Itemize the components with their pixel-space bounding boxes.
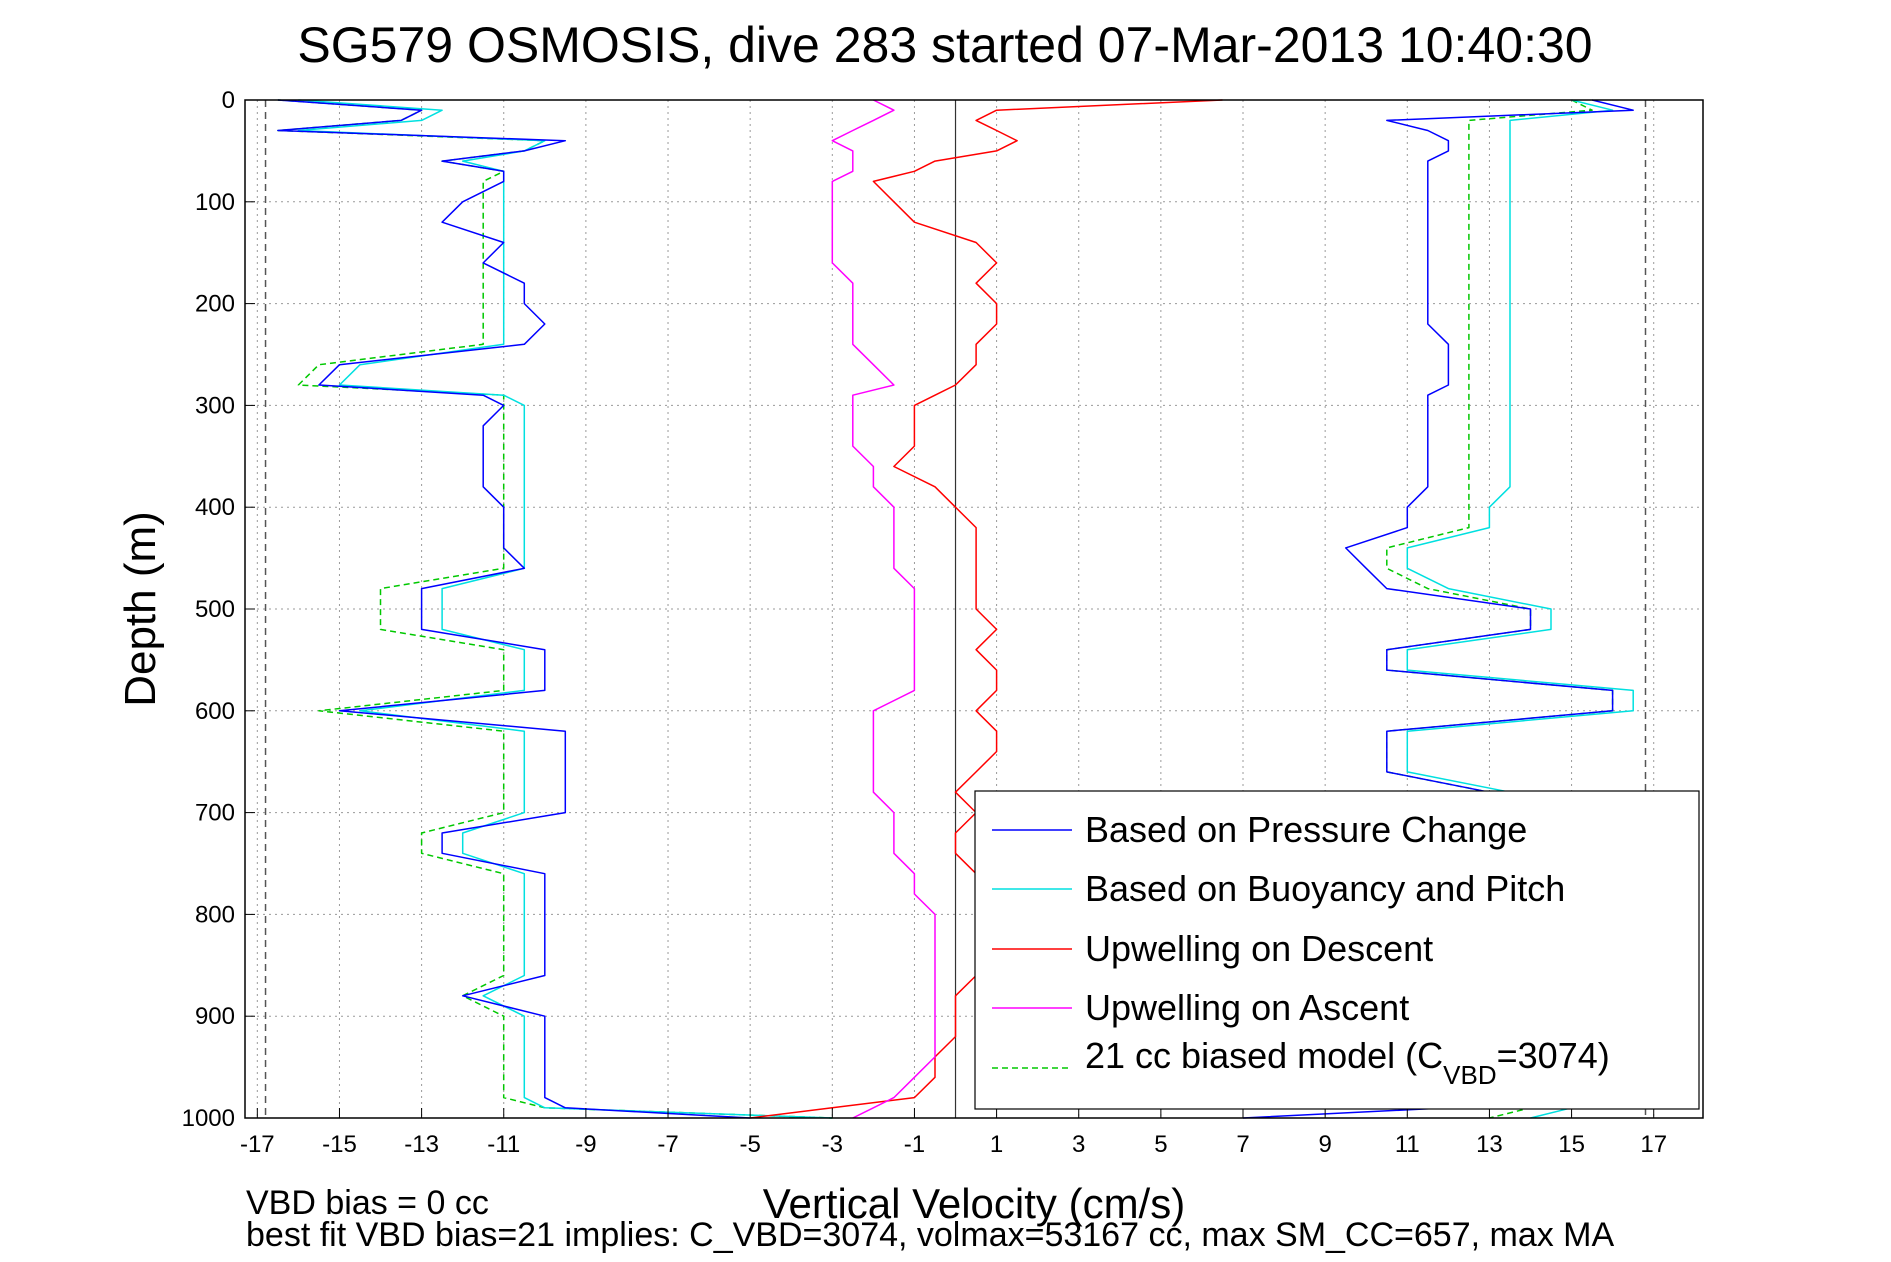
x-tick-label: -15 — [322, 1131, 357, 1158]
x-tick-label: 15 — [1558, 1131, 1585, 1158]
axis-ticks: -17 -15 -13 -11 -9 -7 -5 -3 -1 1 3 5 7 9 11 13 15 1701002… — [182, 87, 1667, 1158]
annotation-vbd-bias: VBD bias = 0 cc — [246, 1184, 489, 1222]
legend-model-tail: =3074) — [1497, 1035, 1610, 1076]
x-tick-label: -17 — [240, 1131, 275, 1158]
legend: Based on Pressure Change Based on Buoyan… — [974, 790, 1700, 1110]
y-tick-label: 300 — [195, 392, 235, 419]
annotation-best-fit: best fit VBD bias=21 implies: C_VBD=3074… — [246, 1216, 1615, 1254]
series-based-on-pressure-change-descent — [277, 99, 751, 1119]
y-tick-label: 100 — [195, 189, 235, 216]
x-tick-label: 5 — [1154, 1131, 1167, 1158]
legend-label-descent: Upwelling on Descent — [1085, 928, 1433, 969]
legend-label-ascent: Upwelling on Ascent — [1085, 987, 1409, 1028]
series-upwelling-on-ascent — [831, 99, 936, 1119]
y-axis-label: Depth (m) — [116, 511, 165, 707]
x-tick-label: -5 — [739, 1131, 760, 1158]
x-tick-label: -7 — [657, 1131, 678, 1158]
x-tick-label: 17 — [1640, 1131, 1667, 1158]
x-tick-label: -1 — [904, 1131, 925, 1158]
legend-model-sub: VBD — [1443, 1060, 1496, 1090]
y-tick-label: 900 — [195, 1003, 235, 1030]
chart-title: SG579 OSMOSIS, dive 283 started 07-Mar-2… — [297, 17, 1592, 73]
x-tick-label: 9 — [1318, 1131, 1331, 1158]
legend-label-model: 21 cc biased model (CVBD=3074) — [1085, 1035, 1610, 1090]
y-tick-label: 400 — [195, 494, 235, 521]
y-tick-label: 800 — [195, 901, 235, 928]
x-tick-label: 13 — [1476, 1131, 1503, 1158]
y-tick-label: 600 — [195, 698, 235, 725]
y-tick-label: 0 — [222, 87, 235, 114]
x-tick-label: 7 — [1236, 1131, 1249, 1158]
y-tick-label: 500 — [195, 596, 235, 623]
y-tick-label: 1000 — [182, 1105, 235, 1132]
x-tick-label: -3 — [822, 1131, 843, 1158]
x-tick-label: -13 — [404, 1131, 439, 1158]
x-tick-label: 11 — [1395, 1131, 1420, 1158]
y-tick-label: 200 — [195, 291, 235, 318]
legend-label-buoyancy: Based on Buoyancy and Pitch — [1085, 868, 1565, 909]
y-tick-label: 700 — [195, 800, 235, 827]
x-tick-label: -9 — [575, 1131, 596, 1158]
reference-lines — [264, 100, 1647, 1118]
x-tick-label: 3 — [1072, 1131, 1085, 1158]
legend-box — [974, 790, 1700, 1110]
plot-area: -17 -15 -13 -11 -9 -7 -5 -3 -1 1 3 5 7 9 11 13 15 1701002… — [182, 87, 1704, 1158]
legend-label-pressure: Based on Pressure Change — [1085, 809, 1527, 850]
x-tick-label: 1 — [990, 1131, 1003, 1158]
legend-model-main: 21 cc biased model (C — [1085, 1035, 1443, 1076]
series-21-cc-biased-model-c-vbd-3074-descent — [277, 99, 833, 1119]
x-tick-label: -11 — [487, 1131, 520, 1158]
x-axis-label: Vertical Velocity (cm/s) — [763, 1180, 1185, 1227]
